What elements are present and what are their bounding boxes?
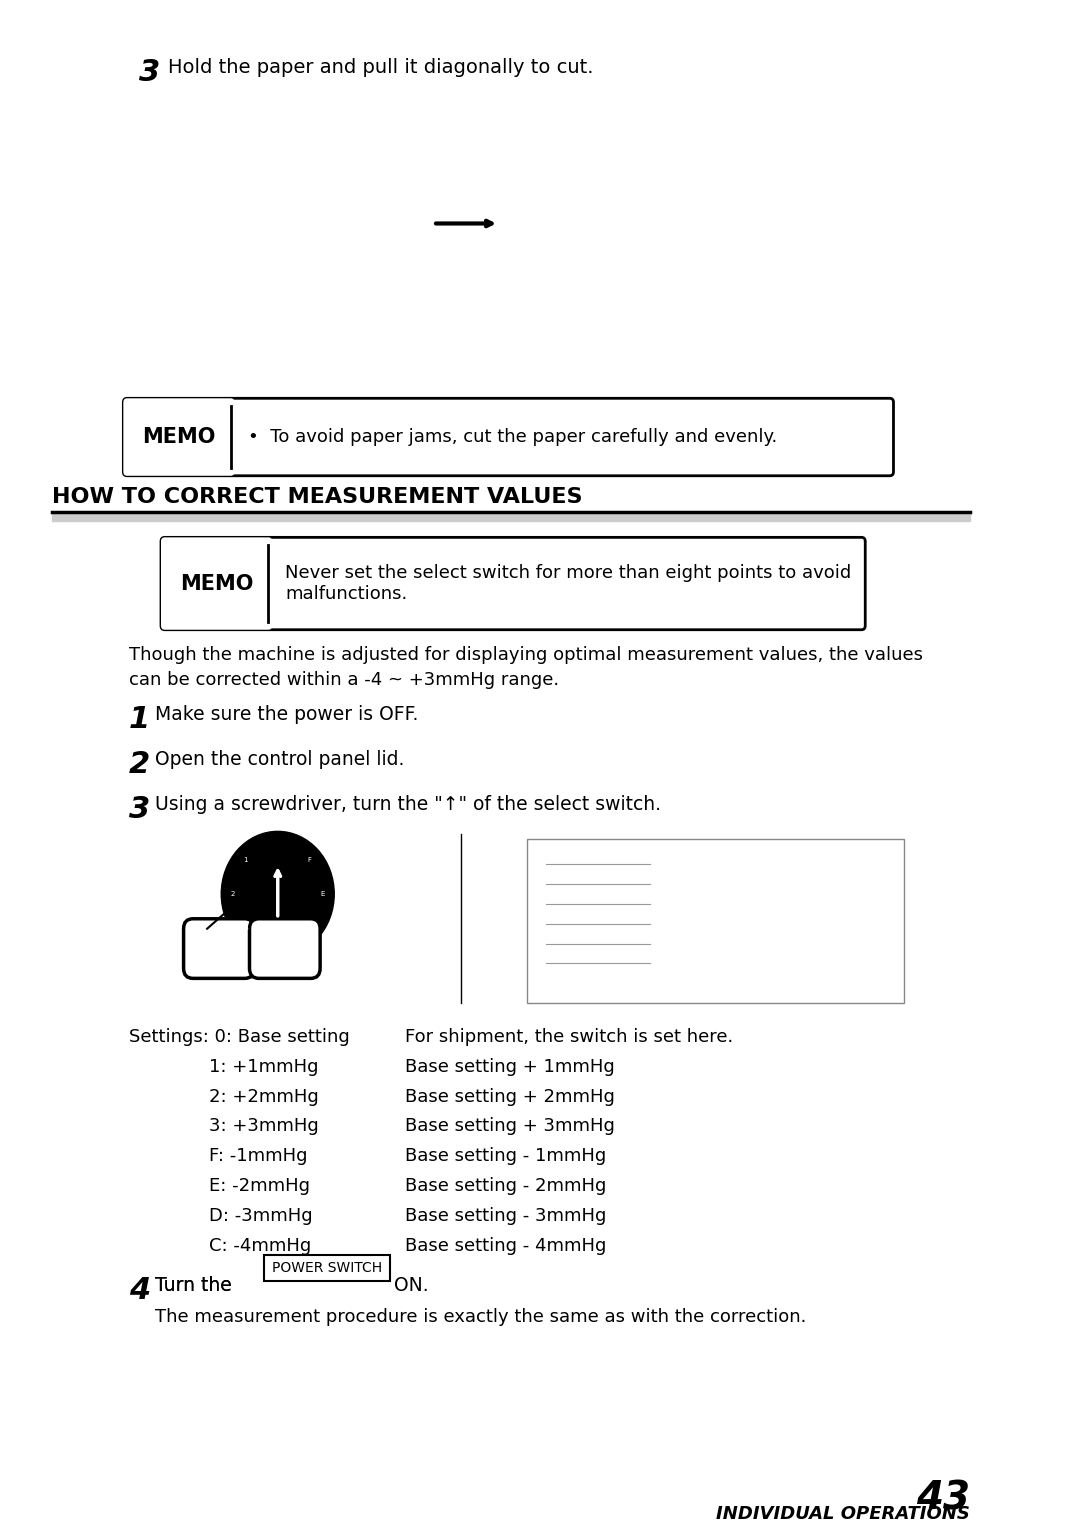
Text: Base setting - 4mmHg: Base setting - 4mmHg bbox=[405, 1236, 606, 1254]
Text: 43: 43 bbox=[916, 1480, 970, 1518]
Text: ON.: ON. bbox=[393, 1276, 428, 1296]
FancyBboxPatch shape bbox=[161, 537, 865, 630]
Text: Hold the paper and pull it diagonally to cut.: Hold the paper and pull it diagonally to… bbox=[167, 58, 593, 76]
Text: MEMO: MEMO bbox=[180, 574, 253, 594]
Bar bbox=[527, 839, 904, 1003]
Text: 3: +3mmHg: 3: +3mmHg bbox=[210, 1117, 319, 1135]
Text: Turn the: Turn the bbox=[156, 1276, 238, 1296]
Text: E: E bbox=[321, 891, 325, 897]
Text: 1: 1 bbox=[129, 705, 150, 734]
Text: 2: 2 bbox=[129, 749, 150, 778]
Text: POWER SWITCH: POWER SWITCH bbox=[272, 1262, 381, 1276]
Text: Never set the select switch for more than eight points to avoid
malfunctions.: Never set the select switch for more tha… bbox=[285, 565, 851, 603]
Text: 3: 3 bbox=[139, 58, 161, 87]
Text: 3: 3 bbox=[129, 795, 150, 824]
Text: Turn the: Turn the bbox=[156, 1276, 238, 1296]
Text: F: F bbox=[308, 858, 312, 864]
FancyBboxPatch shape bbox=[249, 919, 320, 978]
Text: F: -1mmHg: F: -1mmHg bbox=[210, 1148, 308, 1166]
Text: •  To avoid paper jams, cut the paper carefully and evenly.: • To avoid paper jams, cut the paper car… bbox=[247, 427, 777, 446]
Text: Settings: 0: Base setting: Settings: 0: Base setting bbox=[129, 1029, 350, 1045]
Text: Open the control panel lid.: Open the control panel lid. bbox=[156, 749, 405, 769]
Text: Using a screwdriver, turn the "↑" of the select switch.: Using a screwdriver, turn the "↑" of the… bbox=[156, 795, 661, 813]
Text: C: -4mmHg: C: -4mmHg bbox=[210, 1236, 311, 1254]
Text: Base setting + 2mmHg: Base setting + 2mmHg bbox=[405, 1088, 615, 1106]
Text: The measurement procedure is exactly the same as with the correction.: The measurement procedure is exactly the… bbox=[156, 1308, 807, 1326]
Text: Though the machine is adjusted for displaying optimal measurement values, the va: Though the machine is adjusted for displ… bbox=[129, 645, 923, 688]
Text: 4: 4 bbox=[253, 932, 257, 938]
Text: 1: 1 bbox=[243, 858, 248, 864]
Text: 4: 4 bbox=[129, 1276, 150, 1305]
Text: 2: +2mmHg: 2: +2mmHg bbox=[210, 1088, 319, 1106]
Text: C: C bbox=[275, 938, 280, 945]
FancyBboxPatch shape bbox=[161, 537, 272, 630]
Text: INDIVIDUAL OPERATIONS: INDIVIDUAL OPERATIONS bbox=[716, 1505, 970, 1523]
Text: Base setting + 1mmHg: Base setting + 1mmHg bbox=[405, 1058, 615, 1076]
FancyBboxPatch shape bbox=[264, 1256, 390, 1282]
Text: Base setting - 3mmHg: Base setting - 3mmHg bbox=[405, 1207, 606, 1225]
Text: Base setting + 3mmHg: Base setting + 3mmHg bbox=[405, 1117, 615, 1135]
Text: 3: 3 bbox=[243, 925, 248, 931]
Text: B: B bbox=[243, 925, 248, 931]
Text: HOW TO CORRECT MEASUREMENT VALUES: HOW TO CORRECT MEASUREMENT VALUES bbox=[52, 487, 582, 507]
Text: E: -2mmHg: E: -2mmHg bbox=[210, 1177, 310, 1195]
Text: D: -3mmHg: D: -3mmHg bbox=[210, 1207, 312, 1225]
FancyBboxPatch shape bbox=[184, 919, 254, 978]
FancyBboxPatch shape bbox=[123, 398, 234, 476]
Text: Make sure the power is OFF.: Make sure the power is OFF. bbox=[156, 705, 419, 725]
Ellipse shape bbox=[221, 832, 334, 957]
Text: Base setting - 2mmHg: Base setting - 2mmHg bbox=[405, 1177, 606, 1195]
Text: MEMO: MEMO bbox=[143, 427, 216, 447]
Text: For shipment, the switch is set here.: For shipment, the switch is set here. bbox=[405, 1029, 733, 1045]
FancyBboxPatch shape bbox=[123, 398, 893, 476]
Text: Base setting - 1mmHg: Base setting - 1mmHg bbox=[405, 1148, 606, 1166]
Text: 1: +1mmHg: 1: +1mmHg bbox=[210, 1058, 319, 1076]
Text: 2: 2 bbox=[230, 891, 234, 897]
Text: D: D bbox=[307, 925, 312, 931]
